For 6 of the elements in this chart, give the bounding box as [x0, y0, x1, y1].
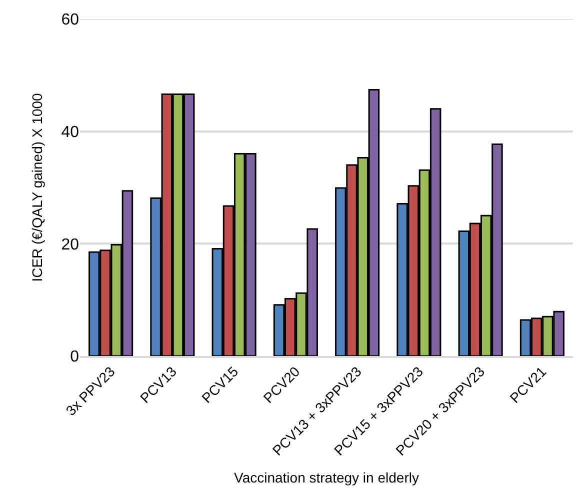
y-tick-label: 40 — [61, 124, 80, 141]
y-tick-label: 20 — [61, 236, 80, 254]
y-tick-label: 0 — [70, 348, 80, 366]
y-tick-label: 60 — [61, 12, 80, 29]
x-axis-title: Vaccination strategy in elderly — [234, 469, 419, 486]
y-axis-title: ICER (€/QALY gained) X 1000 — [28, 92, 45, 282]
